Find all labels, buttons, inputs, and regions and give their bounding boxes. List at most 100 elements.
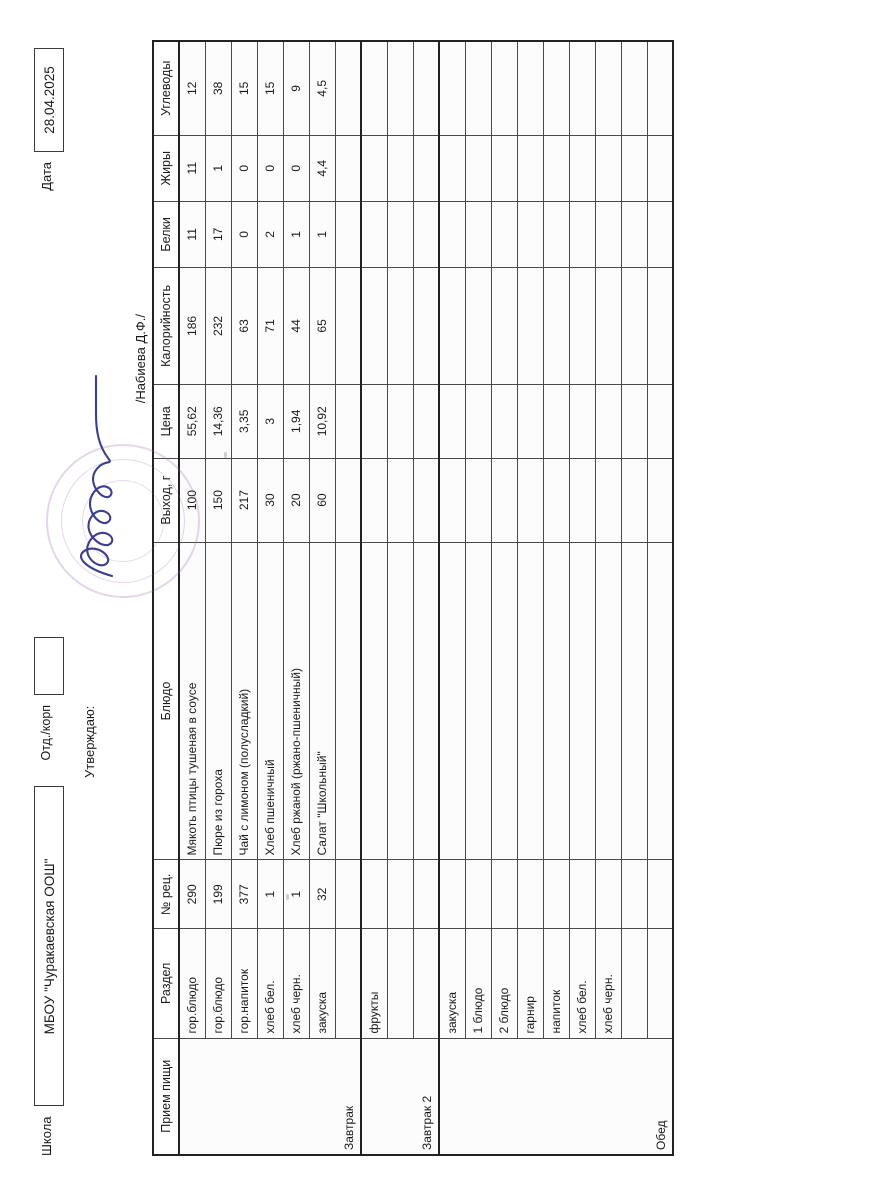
cell-price[interactable] [517,384,543,459]
cell-dish[interactable] [491,542,517,860]
department-value-box[interactable] [34,636,64,695]
cell-section[interactable]: хлеб черн. [595,928,621,1039]
cell-protein[interactable] [491,201,517,268]
cell-protein[interactable]: 1 [309,201,335,268]
cell-dish[interactable]: Хлеб ржаной (ржано-пшеничный) [283,542,309,860]
cell-dish[interactable] [387,542,413,860]
cell-protein[interactable] [569,201,595,268]
cell-fat[interactable] [543,135,569,202]
cell-fat[interactable]: 0 [231,135,257,202]
cell-price[interactable] [361,384,387,459]
cell-dish[interactable] [413,542,439,860]
cell-recipe-no[interactable] [569,860,595,929]
cell-dish[interactable]: Мякоть птицы тушеная в соусе [179,542,205,860]
cell-dish[interactable] [569,542,595,860]
cell-yield[interactable] [387,458,413,543]
cell-calories[interactable] [335,267,361,385]
cell-section[interactable]: гор.блюдо [179,928,205,1039]
cell-recipe-no[interactable] [335,860,361,929]
cell-price[interactable] [543,384,569,459]
cell-yield[interactable] [465,458,491,543]
cell-calories[interactable]: 71 [257,267,283,385]
cell-protein[interactable]: 17 [205,201,231,268]
cell-carbs[interactable] [361,41,387,136]
cell-price[interactable] [465,384,491,459]
cell-calories[interactable] [465,267,491,385]
cell-calories[interactable] [491,267,517,385]
cell-calories[interactable] [439,267,465,385]
cell-section[interactable]: фрукты [361,928,387,1039]
cell-protein[interactable]: 1 [283,201,309,268]
cell-carbs[interactable] [621,41,647,136]
cell-recipe-no[interactable]: 377 [231,860,257,929]
cell-fat[interactable]: 11 [179,135,205,202]
cell-protein[interactable]: 2 [257,201,283,268]
cell-recipe-no[interactable]: 1 [257,860,283,929]
cell-calories[interactable] [621,267,647,385]
cell-protein[interactable] [595,201,621,268]
cell-protein[interactable] [647,201,673,268]
cell-recipe-no[interactable] [491,860,517,929]
cell-recipe-no[interactable]: 199 [205,860,231,929]
cell-section[interactable]: гор.напиток [231,928,257,1039]
cell-price[interactable]: 1,94 [283,384,309,459]
cell-yield[interactable] [621,458,647,543]
cell-protein[interactable] [517,201,543,268]
cell-fat[interactable] [387,135,413,202]
cell-yield[interactable] [335,458,361,543]
cell-price[interactable]: 3,35 [231,384,257,459]
school-name-box[interactable]: МБОУ "Чуракаевская ООШ" [34,786,64,1107]
cell-section[interactable] [335,928,361,1039]
cell-yield[interactable] [569,458,595,543]
cell-fat[interactable] [465,135,491,202]
cell-protein[interactable] [543,201,569,268]
cell-fat[interactable] [361,135,387,202]
cell-price[interactable]: 3 [257,384,283,459]
cell-price[interactable] [413,384,439,459]
cell-dish[interactable] [595,542,621,860]
cell-recipe-no[interactable] [413,860,439,929]
cell-price[interactable] [439,384,465,459]
cell-carbs[interactable]: 9 [283,41,309,136]
cell-dish[interactable]: Пюре из гороха [205,542,231,860]
cell-calories[interactable] [387,267,413,385]
cell-yield[interactable]: 20 [283,458,309,543]
cell-price[interactable]: 14,36 [205,384,231,459]
cell-fat[interactable]: 0 [257,135,283,202]
cell-price[interactable] [569,384,595,459]
cell-carbs[interactable]: 15 [231,41,257,136]
cell-protein[interactable] [465,201,491,268]
cell-carbs[interactable]: 12 [179,41,205,136]
cell-calories[interactable] [543,267,569,385]
cell-fat[interactable] [647,135,673,202]
cell-section[interactable]: 2 блюдо [491,928,517,1039]
cell-fat[interactable] [439,135,465,202]
cell-fat[interactable]: 1 [205,135,231,202]
cell-fat[interactable]: 0 [283,135,309,202]
cell-dish[interactable]: Салат "Школьный" [309,542,335,860]
cell-section[interactable]: напиток [543,928,569,1039]
cell-calories[interactable]: 44 [283,267,309,385]
cell-yield[interactable] [647,458,673,543]
cell-protein[interactable] [361,201,387,268]
cell-carbs[interactable] [647,41,673,136]
cell-calories[interactable]: 186 [179,267,205,385]
cell-carbs[interactable] [465,41,491,136]
cell-dish[interactable] [647,542,673,860]
cell-recipe-no[interactable]: 32 [309,860,335,929]
cell-fat[interactable] [621,135,647,202]
cell-section[interactable]: хлеб черн. [283,928,309,1039]
cell-recipe-no[interactable] [361,860,387,929]
cell-yield[interactable] [439,458,465,543]
cell-calories[interactable] [517,267,543,385]
date-value-box[interactable]: 28.04.2025 [34,48,64,152]
cell-fat[interactable] [569,135,595,202]
cell-dish[interactable] [335,542,361,860]
cell-carbs[interactable] [413,41,439,136]
cell-dish[interactable] [465,542,491,860]
cell-section[interactable] [621,928,647,1039]
cell-calories[interactable] [361,267,387,385]
cell-protein[interactable]: 0 [231,201,257,268]
cell-section[interactable] [413,928,439,1039]
cell-price[interactable] [491,384,517,459]
